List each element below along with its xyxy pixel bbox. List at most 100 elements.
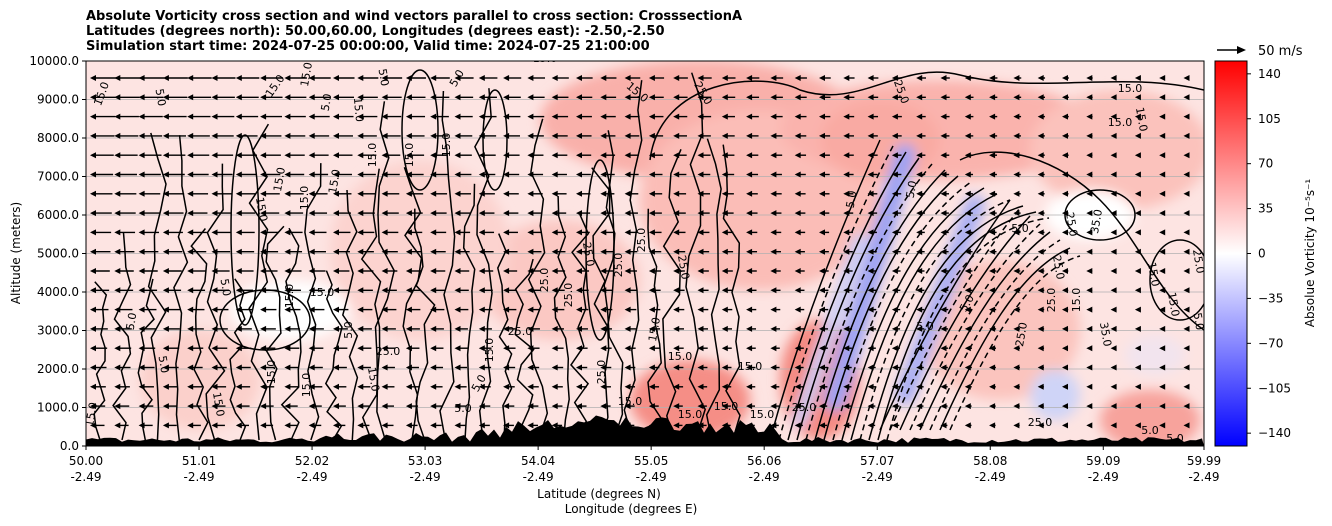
wind-vector-head xyxy=(454,132,461,139)
contour-label: 5.0 xyxy=(1191,312,1207,331)
wind-vector-head xyxy=(989,345,996,352)
contour-label: 15.0 xyxy=(300,373,313,398)
wind-vector-head xyxy=(138,422,145,429)
wind-vector-head xyxy=(527,113,534,120)
wind-vector-head xyxy=(721,403,728,410)
wind-vector-head xyxy=(964,210,971,217)
wind-vector-head xyxy=(819,268,825,274)
wind-vector-head xyxy=(891,190,898,197)
wind-vector-head xyxy=(843,364,850,371)
wind-vector-head xyxy=(1086,190,1093,197)
wind-vector-head xyxy=(430,422,437,429)
wind-vector-head xyxy=(1086,75,1093,81)
contour-line xyxy=(514,258,535,441)
wind-vector-head xyxy=(916,190,923,197)
wind-vector-head xyxy=(551,422,558,429)
wind-vector-head xyxy=(1159,306,1166,313)
wind-vector-head xyxy=(454,94,461,101)
wind-vector-head xyxy=(1134,94,1141,101)
wind-vector-head xyxy=(819,94,825,101)
wind-vector-head xyxy=(430,345,437,352)
wind-vector-head xyxy=(648,248,655,255)
wind-vector-head xyxy=(989,190,996,197)
wind-vector-head xyxy=(235,268,242,274)
wind-vector-head xyxy=(576,306,582,313)
wind-vector-head xyxy=(235,383,242,390)
wind-vector-head xyxy=(1086,287,1093,294)
wind-vector-head xyxy=(843,210,850,217)
wind-vector-head xyxy=(527,325,534,332)
wind-vector-head xyxy=(746,171,753,178)
wind-vector-head xyxy=(648,268,655,274)
wind-vector-head xyxy=(90,132,96,139)
wind-vector-head xyxy=(138,75,145,81)
field-blob xyxy=(1030,90,1204,210)
wind-vector-head xyxy=(90,306,96,313)
wind-vector-head xyxy=(989,268,996,274)
wind-vector-head xyxy=(746,325,753,332)
wind-vector-head xyxy=(430,152,437,159)
wind-vector-head xyxy=(381,364,388,371)
contour-label: 25.0 xyxy=(1050,254,1067,280)
wind-vector-head xyxy=(794,229,801,236)
wind-vector-head xyxy=(1037,287,1044,294)
wind-vector-head xyxy=(721,171,728,178)
wind-vector-head xyxy=(916,403,923,410)
wind-vector-head xyxy=(600,152,607,159)
contour-label: 25.0 xyxy=(538,268,551,293)
wind-vector-head xyxy=(746,229,753,236)
wind-vector-head xyxy=(867,113,874,120)
wind-vector-head xyxy=(114,229,121,236)
wind-vector-head xyxy=(114,190,121,197)
wind-vector-head xyxy=(673,248,680,255)
wind-vector-head xyxy=(673,345,680,352)
contour-front-line xyxy=(939,247,1071,431)
contour-front-line xyxy=(769,139,881,441)
wind-vector-head xyxy=(211,325,218,332)
wind-vector-head xyxy=(284,94,291,101)
wind-vector-head xyxy=(1013,306,1020,313)
wind-vector-head xyxy=(211,287,218,294)
wind-vector-head xyxy=(916,210,923,217)
wind-vector-head xyxy=(916,75,923,81)
wind-vector-head xyxy=(405,268,412,274)
wind-vector-head xyxy=(138,190,145,197)
wind-vector-head xyxy=(721,229,728,236)
wind-vector-head xyxy=(794,287,801,294)
wind-vector-head xyxy=(430,132,437,139)
wind-vector-head xyxy=(551,190,558,197)
contour-label: 15.0 xyxy=(310,286,335,299)
contour-loop xyxy=(482,89,508,191)
wind-vector-head xyxy=(819,403,825,410)
wind-vector-head xyxy=(1110,75,1117,81)
wind-vector-head xyxy=(1159,325,1166,332)
contour-labels: 15.0 5.0 15.05.0 15.015.0 5.0 5.015.015.0 25.0… xyxy=(86,61,1207,445)
wind-vector-head xyxy=(1037,132,1044,139)
wind-vector-head xyxy=(867,422,874,429)
contour-line xyxy=(147,132,167,441)
wind-vector-head xyxy=(114,94,121,101)
wind-vector-head xyxy=(673,94,680,101)
wind-vector-head xyxy=(1183,210,1190,217)
wind-vector-head xyxy=(478,268,485,274)
wind-vector-head xyxy=(1062,287,1068,294)
colorbar-tick-label: −35 xyxy=(1258,291,1283,305)
wind-vector-head xyxy=(1159,422,1166,429)
wind-vector-head xyxy=(989,383,996,390)
wind-vector-head xyxy=(794,75,801,81)
contour-label: 5.0 xyxy=(153,88,169,107)
contour-label: 25.0 xyxy=(1028,416,1053,429)
wind-vector-head xyxy=(624,171,631,178)
wind-vector-head xyxy=(624,306,631,313)
wind-vector-head xyxy=(138,132,145,139)
wind-vector-head xyxy=(454,325,461,332)
contour-line xyxy=(229,278,247,441)
wind-vector-head xyxy=(819,229,825,236)
wind-vector-head xyxy=(284,210,291,217)
wind-vector-head xyxy=(1159,210,1166,217)
wind-vector-head xyxy=(90,248,96,255)
x-tick-label-lat: 52.02 xyxy=(295,454,329,468)
wind-vector-head xyxy=(551,403,558,410)
wind-vector-head xyxy=(867,325,874,332)
wind-vector-head xyxy=(187,383,194,390)
